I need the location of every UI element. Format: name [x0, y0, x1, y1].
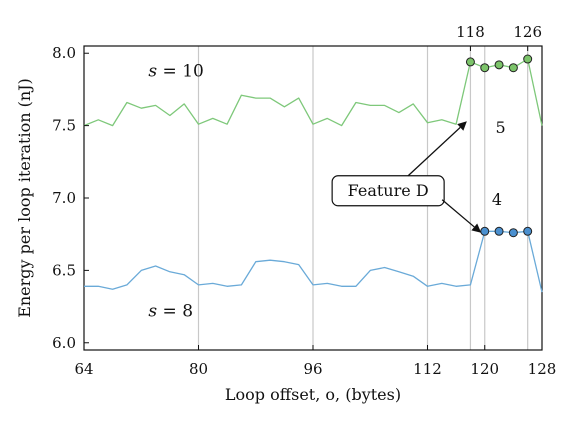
annotation-4: 4 — [492, 190, 502, 209]
annotation-5: 5 — [495, 118, 505, 137]
arrow-head-0 — [457, 121, 467, 131]
y-tick-label-1: 6.5 — [52, 261, 76, 279]
highlight-markers — [465, 54, 533, 238]
arrow-head-1 — [471, 223, 482, 233]
x-tick-label-96: 96 — [303, 360, 322, 378]
series-label-s8: s = 8 — [148, 302, 193, 322]
marker-s0-122 — [494, 60, 504, 70]
arrow-line-0 — [407, 126, 461, 177]
x-tick-label-112: 112 — [413, 360, 442, 378]
marker-s0-126 — [523, 54, 533, 64]
y-axis-label: Energy per loop iteration (nJ) — [15, 78, 34, 318]
series-line-1 — [84, 230, 543, 293]
x-tick-label-64: 64 — [74, 360, 93, 378]
marker-s1-124 — [508, 228, 518, 238]
marker-s0-118 — [465, 57, 475, 67]
x-tick-label-120: 120 — [470, 360, 499, 378]
x-axis-label: Loop offset, o, (bytes) — [225, 385, 401, 404]
series-line-0 — [83, 58, 543, 127]
y-tick-label-2: 7.0 — [52, 189, 76, 207]
y-tick-label-4: 8.0 — [52, 44, 76, 62]
top-tick-label-118: 118 — [456, 23, 485, 41]
y-tick-label-0: 6.0 — [52, 334, 76, 352]
marker-s0-124 — [508, 63, 518, 73]
callout-text: Feature D — [348, 181, 429, 200]
marker-s0-120 — [480, 63, 490, 73]
arrow-line-1 — [441, 199, 475, 228]
x-tick-label-128: 128 — [528, 360, 557, 378]
top-tick-label-126: 126 — [513, 23, 542, 41]
series-lines — [83, 58, 543, 293]
marker-s1-126 — [523, 226, 533, 236]
callout-feature-d: Feature D — [331, 175, 445, 207]
marker-s1-120 — [480, 226, 490, 236]
marker-s1-122 — [494, 226, 504, 236]
axis-ticks: 64 80 96 112 120 128 6.0 6.5 7.0 7.5 8.0 118 126 — [52, 23, 556, 378]
series-label-s10: s = 10 — [148, 61, 203, 81]
callout-arrows — [407, 121, 482, 233]
callout-box — [331, 175, 445, 207]
y-tick-label-3: 7.5 — [52, 117, 76, 135]
x-tick-label-80: 80 — [189, 360, 208, 378]
